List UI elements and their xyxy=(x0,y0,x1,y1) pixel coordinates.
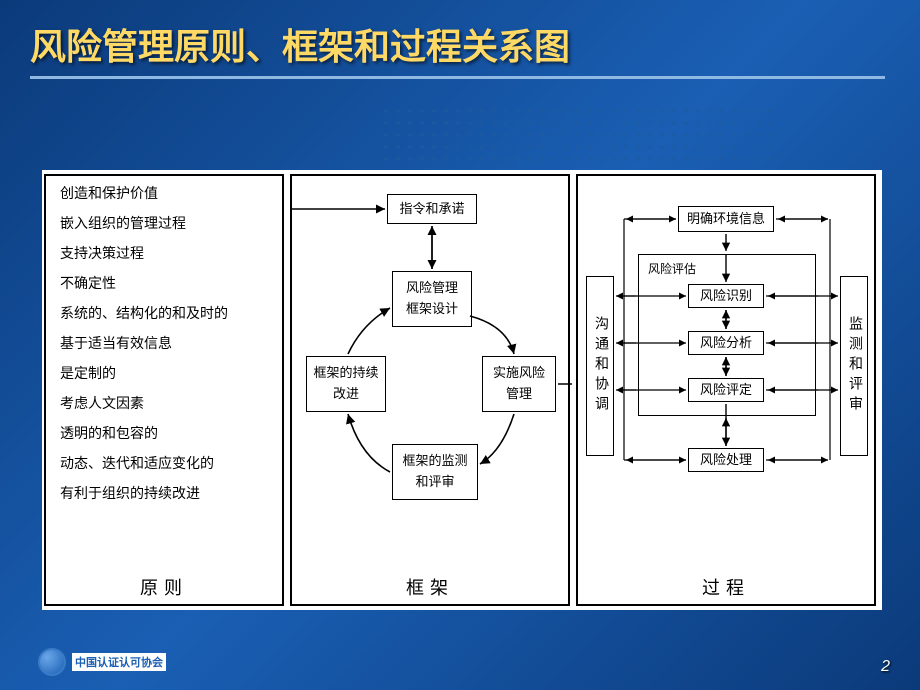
panel-principles: 创造和保护价值 嵌入组织的管理过程 支持决策过程 不确定性 系统的、结构化的和及… xyxy=(44,174,284,606)
ccaa-logo-icon xyxy=(38,648,66,676)
node-monitor: 框架的监测 和评审 xyxy=(392,444,478,500)
node-implement: 实施风险 管理 xyxy=(482,356,556,412)
list-item: 考虑人文因素 xyxy=(60,398,274,412)
list-item: 有利于组织的持续改进 xyxy=(60,488,274,502)
node-design: 风险管理 框架设计 xyxy=(392,271,472,327)
panel-framework: 指令和承诺 风险管理 框架设计 实施风险 管理 框架的监测 和评审 框架的持续 … xyxy=(290,174,570,606)
list-item: 系统的、结构化的和及时的 xyxy=(60,308,274,322)
panel-process: 风险评估 沟通和协调 监测和评审 明确环境信息 风险识别 风险分析 风险评定 风… xyxy=(576,174,876,606)
list-item: 嵌入组织的管理过程 xyxy=(60,218,274,232)
list-item: 基于适当有效信息 xyxy=(60,338,274,352)
footer-org-name: 中国认证认可协会 xyxy=(72,653,166,671)
principles-list: 创造和保护价值 嵌入组织的管理过程 支持决策过程 不确定性 系统的、结构化的和及… xyxy=(46,176,282,502)
list-item: 不确定性 xyxy=(60,278,274,292)
page-number: 2 xyxy=(881,658,890,676)
page-title: 风险管理原则、框架和过程关系图 xyxy=(30,18,890,70)
footer-logo: 中国认证认可协会 xyxy=(38,648,166,676)
diagram-area: 创造和保护价值 嵌入组织的管理过程 支持决策过程 不确定性 系统的、结构化的和及… xyxy=(42,170,882,610)
node-evaluate: 风险评定 xyxy=(688,378,764,402)
dot-pattern-decor xyxy=(380,105,780,165)
node-communicate: 沟通和协调 xyxy=(586,276,614,456)
list-item: 支持决策过程 xyxy=(60,248,274,262)
node-analyze: 风险分析 xyxy=(688,331,764,355)
node-context: 明确环境信息 xyxy=(678,206,774,232)
node-identify: 风险识别 xyxy=(688,284,764,308)
list-item: 透明的和包容的 xyxy=(60,428,274,442)
node-treat: 风险处理 xyxy=(688,448,764,472)
panel-label-principles: 原则 xyxy=(46,568,282,604)
node-commit: 指令和承诺 xyxy=(387,194,477,224)
node-improve: 框架的持续 改进 xyxy=(306,356,386,412)
title-underline xyxy=(30,76,885,79)
list-item: 是定制的 xyxy=(60,368,274,382)
eval-group-label: 风险评估 xyxy=(648,260,696,277)
panel-label-process: 过程 xyxy=(578,568,874,604)
panel-label-framework: 框架 xyxy=(292,568,568,604)
list-item: 创造和保护价值 xyxy=(60,188,274,202)
list-item: 动态、迭代和适应变化的 xyxy=(60,458,274,472)
node-review: 监测和评审 xyxy=(840,276,868,456)
